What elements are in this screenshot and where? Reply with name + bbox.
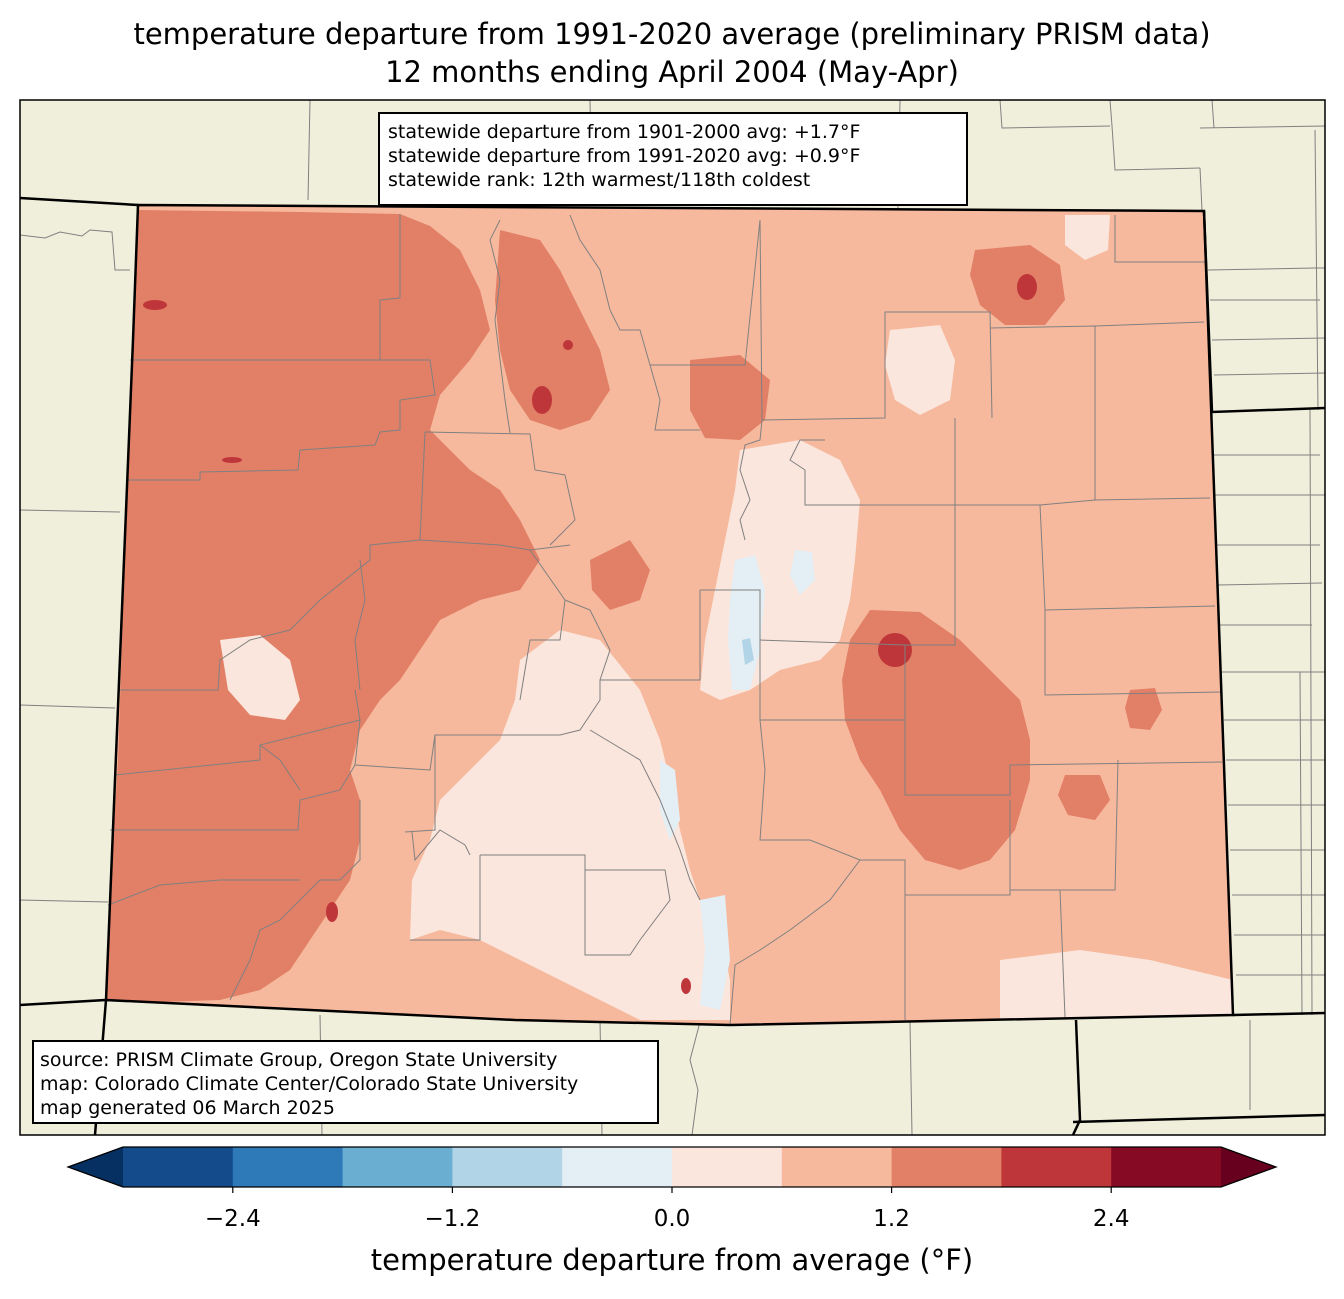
- map-title-line2: 12 months ending April 2004 (May-Apr): [385, 55, 959, 89]
- colorbar-segment: [232, 1147, 344, 1187]
- state-boundaries: [19, 196, 1326, 1136]
- colorbar-label: temperature departure from average (°F): [370, 1243, 974, 1277]
- new-mexico-oklahoma-boundary: [1071, 1019, 1082, 1136]
- source-line: source: PRISM Climate Group, Oregon Stat…: [40, 1049, 558, 1071]
- colorado-county-lines: [107, 214, 1223, 1026]
- colorbar-segment: [891, 1147, 1002, 1187]
- anomaly-region-cool-front-range: [728, 555, 765, 690]
- wyoming-utah-boundary: [19, 196, 139, 207]
- source-credit-box: source: PRISM Climate Group, Oregon Stat…: [32, 1040, 659, 1124]
- anomaly-region-north-park: [495, 230, 610, 430]
- colorbar-segment: [672, 1147, 783, 1187]
- colorbar-segment: [1111, 1147, 1222, 1187]
- anomaly-hotspot-northwest: [143, 300, 167, 310]
- anomaly-region-cool-pocket: [742, 638, 754, 665]
- colorbar-tick-label: 1.2: [873, 1206, 910, 1232]
- anomaly-region-pawnee: [1065, 215, 1110, 260]
- colorbar-extend-low: [68, 1147, 123, 1187]
- anomaly-hotspot-northeast: [1017, 274, 1037, 300]
- anomaly-hotspot-southwest: [326, 902, 338, 922]
- anomaly-region-sawatch: [590, 540, 650, 610]
- anomaly-region-southeast-border: [1000, 950, 1233, 1020]
- anomaly-hotspot-south: [681, 978, 691, 994]
- colorbar-outline: [66, 1146, 1278, 1188]
- anomaly-region-southeast-small: [1058, 775, 1110, 820]
- anomaly-region-cool-east: [790, 550, 815, 595]
- colorbar-tick-label: −2.4: [204, 1206, 261, 1232]
- anomaly-region-southeast-small2: [1125, 688, 1162, 730]
- colorbar-extend-high: [1221, 1147, 1276, 1187]
- anomaly-region-west-light: [220, 635, 300, 720]
- map-generated-line: map generated 06 March 2025: [40, 1097, 335, 1119]
- wyoming-nebraska-boundary: [1202, 210, 1326, 414]
- anomaly-hotspot-east: [878, 633, 912, 667]
- map-panel: [19, 99, 1326, 1136]
- temperature-anomaly-contours: [106, 210, 1233, 1020]
- anomaly-region-cool-san-luis: [660, 760, 680, 840]
- colorbar-segment: [342, 1147, 453, 1187]
- anomaly-hotspot-north-park: [532, 386, 552, 414]
- anomaly-region-front-range: [690, 355, 770, 440]
- colorbar: [66, 1146, 1278, 1193]
- colorbar-tick-label: −1.2: [424, 1206, 481, 1232]
- anomaly-hotspot-rockies: [563, 340, 573, 350]
- oklahoma-texas-boundary: [1072, 1113, 1326, 1124]
- map-frame: [19, 99, 1326, 1136]
- map-title-line1: temperature departure from 1991-2020 ave…: [133, 17, 1211, 51]
- anomaly-region-west-warm: [106, 210, 540, 1002]
- stats-departure-1901-2000: statewide departure from 1901-2000 avg: …: [388, 121, 861, 143]
- statewide-stats-box: statewide departure from 1901-2000 avg: …: [378, 112, 968, 206]
- colorbar-segment: [562, 1147, 673, 1187]
- anomaly-region-southeast: [842, 610, 1030, 870]
- stats-rank: statewide rank: 12th warmest/118th colde…: [388, 169, 811, 191]
- colorbar-segment: [123, 1147, 234, 1187]
- anomaly-hotspot-mesa: [222, 457, 242, 463]
- colorbar-segment: [452, 1147, 563, 1187]
- oklahoma-kansas-boundary: [1232, 1011, 1326, 1017]
- anomaly-region-cool-south: [700, 895, 730, 1010]
- colorbar-segment: [1001, 1147, 1112, 1187]
- colorbar-segment: [781, 1147, 893, 1187]
- map-credit-line: map: Colorado Climate Center/Colorado St…: [40, 1073, 579, 1095]
- anomaly-region-northeast-light: [885, 325, 955, 415]
- colorbar-tick-label: 2.4: [1092, 1206, 1130, 1232]
- colorbar-tick-label: 0.0: [653, 1206, 691, 1232]
- stats-departure-1991-2020: statewide departure from 1991-2020 avg: …: [388, 145, 861, 167]
- anomaly-region-san-luis: [410, 630, 730, 1020]
